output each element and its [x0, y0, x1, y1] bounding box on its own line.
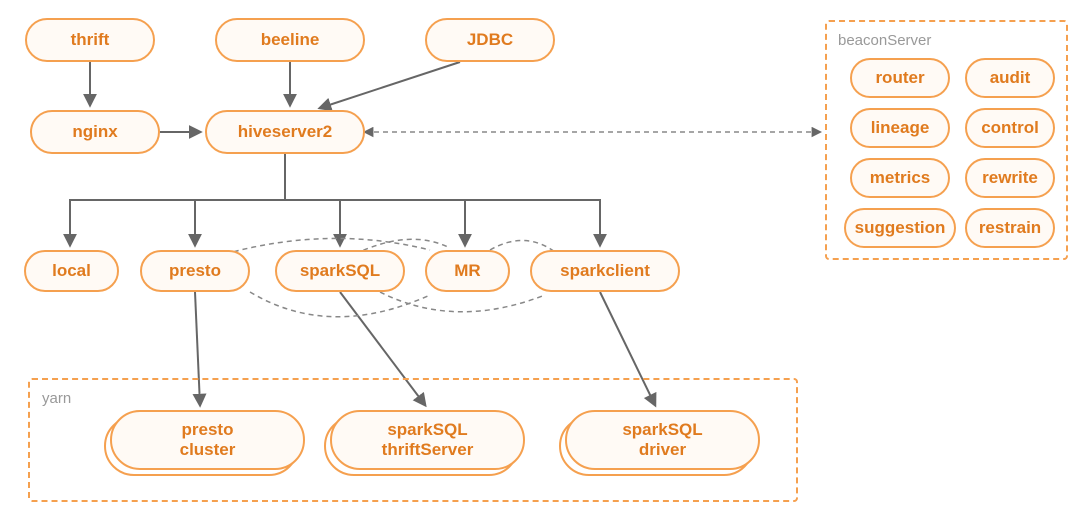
edge-solid-4 [70, 154, 285, 245]
node-lineage: lineage [850, 108, 950, 148]
node-rewrite: rewrite [965, 158, 1055, 198]
node-restrain: restrain [965, 208, 1055, 248]
group-label-yarn: yarn [42, 390, 71, 407]
node-presto_cluster: presto cluster [110, 410, 305, 470]
edge-solid-5 [195, 154, 285, 245]
node-hiveserver2: hiveserver2 [205, 110, 365, 154]
node-nginx: nginx [30, 110, 160, 154]
node-sparksql_thrift: sparkSQL thriftServer [330, 410, 525, 470]
node-suggestion: suggestion [844, 208, 956, 248]
node-control: control [965, 108, 1055, 148]
node-mr: MR [425, 250, 510, 292]
edge-solid-6 [285, 154, 340, 245]
edge-solid-2 [320, 62, 460, 108]
edge-solid-7 [285, 154, 465, 245]
group-label-beacon: beaconServer [838, 32, 931, 49]
edge-dashed-4 [250, 292, 430, 317]
node-thrift: thrift [25, 18, 155, 62]
node-jdbc: JDBC [425, 18, 555, 62]
node-audit: audit [965, 58, 1055, 98]
node-beeline: beeline [215, 18, 365, 62]
node-metrics: metrics [850, 158, 950, 198]
node-presto: presto [140, 250, 250, 292]
node-router: router [850, 58, 950, 98]
node-sparkclient: sparkclient [530, 250, 680, 292]
node-local: local [24, 250, 119, 292]
node-sparksql_driver: sparkSQL driver [565, 410, 760, 470]
edge-dashed-5 [380, 292, 545, 312]
edge-solid-8 [285, 154, 600, 245]
node-sparksql: sparkSQL [275, 250, 405, 292]
